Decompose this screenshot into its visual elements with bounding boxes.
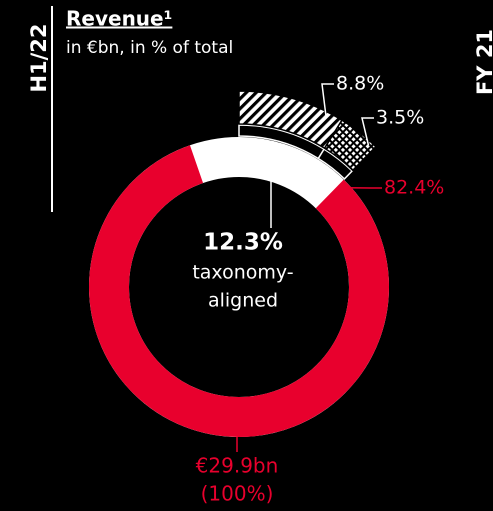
total-label: (100%) xyxy=(201,482,274,506)
data-label: 82.4% xyxy=(384,177,444,199)
leader-line xyxy=(321,83,334,116)
total-label: €29.9bn xyxy=(196,454,279,478)
chart-title: Revenue¹ xyxy=(66,7,172,31)
chart-subtitle: in €bn, in % of total xyxy=(66,38,233,58)
other-period-label: FY 21 xyxy=(473,29,493,95)
center-value: 12.3% xyxy=(203,230,283,256)
segment xyxy=(323,119,377,172)
data-label: 8.8% xyxy=(336,73,384,95)
data-label: 3.5% xyxy=(376,107,424,129)
leader-line xyxy=(361,117,374,146)
center-text: taxonomy- xyxy=(192,262,293,284)
period-label: H1/22 xyxy=(27,23,51,92)
center-text: aligned xyxy=(208,290,278,312)
segment-band xyxy=(317,148,354,180)
